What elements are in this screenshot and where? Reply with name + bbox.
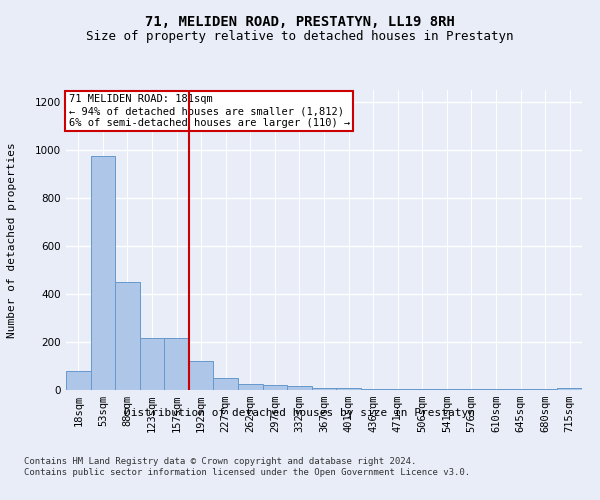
Bar bbox=[263, 385, 287, 390]
Bar bbox=[238, 384, 263, 390]
Text: Distribution of detached houses by size in Prestatyn: Distribution of detached houses by size … bbox=[125, 408, 476, 418]
Text: Size of property relative to detached houses in Prestatyn: Size of property relative to detached ho… bbox=[86, 30, 514, 43]
Bar bbox=[164, 338, 189, 390]
Bar bbox=[66, 371, 91, 390]
Bar bbox=[410, 389, 434, 390]
Bar bbox=[385, 389, 410, 390]
Bar bbox=[287, 386, 312, 390]
Y-axis label: Number of detached properties: Number of detached properties bbox=[7, 142, 17, 338]
Bar bbox=[140, 338, 164, 390]
Bar bbox=[91, 156, 115, 390]
Bar bbox=[336, 388, 361, 390]
Bar bbox=[459, 389, 484, 390]
Bar bbox=[115, 282, 140, 390]
Text: Contains HM Land Registry data © Crown copyright and database right 2024.
Contai: Contains HM Land Registry data © Crown c… bbox=[24, 458, 470, 477]
Bar bbox=[434, 389, 459, 390]
Bar bbox=[361, 388, 385, 390]
Text: 71, MELIDEN ROAD, PRESTATYN, LL19 8RH: 71, MELIDEN ROAD, PRESTATYN, LL19 8RH bbox=[145, 15, 455, 29]
Bar bbox=[214, 378, 238, 390]
Bar bbox=[312, 388, 336, 390]
Bar bbox=[189, 361, 214, 390]
Bar bbox=[557, 388, 582, 390]
Text: 71 MELIDEN ROAD: 181sqm
← 94% of detached houses are smaller (1,812)
6% of semi-: 71 MELIDEN ROAD: 181sqm ← 94% of detache… bbox=[68, 94, 350, 128]
